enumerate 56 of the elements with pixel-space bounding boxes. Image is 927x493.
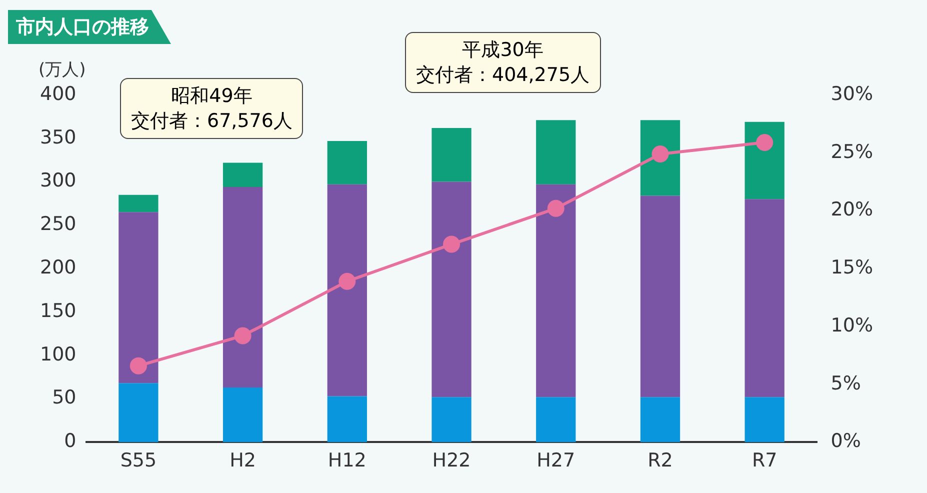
bar <box>744 397 784 442</box>
text: 交付者：404,275人 <box>416 62 590 88</box>
y-tick-label: 100 <box>40 343 76 366</box>
bar <box>640 397 680 442</box>
bar <box>432 182 472 398</box>
bar <box>222 187 263 388</box>
bar <box>118 212 158 384</box>
x-tick-label: H2 <box>230 450 256 472</box>
y2-tick-label: 20% <box>830 198 874 221</box>
y-tick-label: 200 <box>40 256 76 279</box>
bar <box>327 184 367 396</box>
y2-tick-label: 30% <box>830 82 874 105</box>
bar <box>222 388 263 442</box>
bar <box>640 196 680 398</box>
bar <box>118 383 158 442</box>
point <box>338 272 356 290</box>
y-tick-label: 300 <box>40 170 76 192</box>
point <box>234 327 252 344</box>
bar <box>744 199 784 398</box>
point <box>756 134 774 151</box>
y2-tick-label: 15% <box>830 256 874 279</box>
y2-tick-label: 0% <box>830 430 861 452</box>
bar <box>536 120 576 184</box>
bar <box>536 184 576 398</box>
y-axis-title: (万人) <box>38 60 86 80</box>
chart-title: 市内人口の推移 <box>8 10 171 44</box>
annotation: 昭和49年 <box>170 84 254 109</box>
y2-tick-label: 10% <box>830 314 874 336</box>
y2-tick-label: 5% <box>830 372 861 394</box>
x-tick-label: H12 <box>328 450 366 472</box>
point <box>652 146 669 163</box>
y2-tick-label: 25% <box>830 140 874 163</box>
bar <box>536 397 576 442</box>
x-tick-label: S55 <box>120 450 157 472</box>
y-tick-label: 0 <box>64 430 76 452</box>
point <box>130 357 147 374</box>
bar <box>744 122 784 200</box>
bar <box>432 128 472 182</box>
bar <box>327 141 367 184</box>
x-tick-label: H22 <box>432 450 471 472</box>
x-tick-label: H27 <box>536 450 576 472</box>
text: 平成30年 <box>461 38 544 63</box>
point <box>443 236 460 253</box>
x-tick-label: R7 <box>752 450 778 472</box>
bar <box>327 396 367 442</box>
annotation: 交付者：67,576人 <box>131 108 292 134</box>
bar <box>432 397 472 442</box>
y-tick-label: 350 <box>40 126 76 148</box>
bar <box>222 162 263 188</box>
x-tick-label: R2 <box>648 450 673 472</box>
y-tick-label: 400 <box>40 82 76 105</box>
point <box>547 200 564 217</box>
bar <box>118 194 158 212</box>
y-tick-label: 150 <box>40 300 76 322</box>
y-tick-label: 250 <box>40 213 76 236</box>
y-tick-label: 50 <box>52 386 76 409</box>
